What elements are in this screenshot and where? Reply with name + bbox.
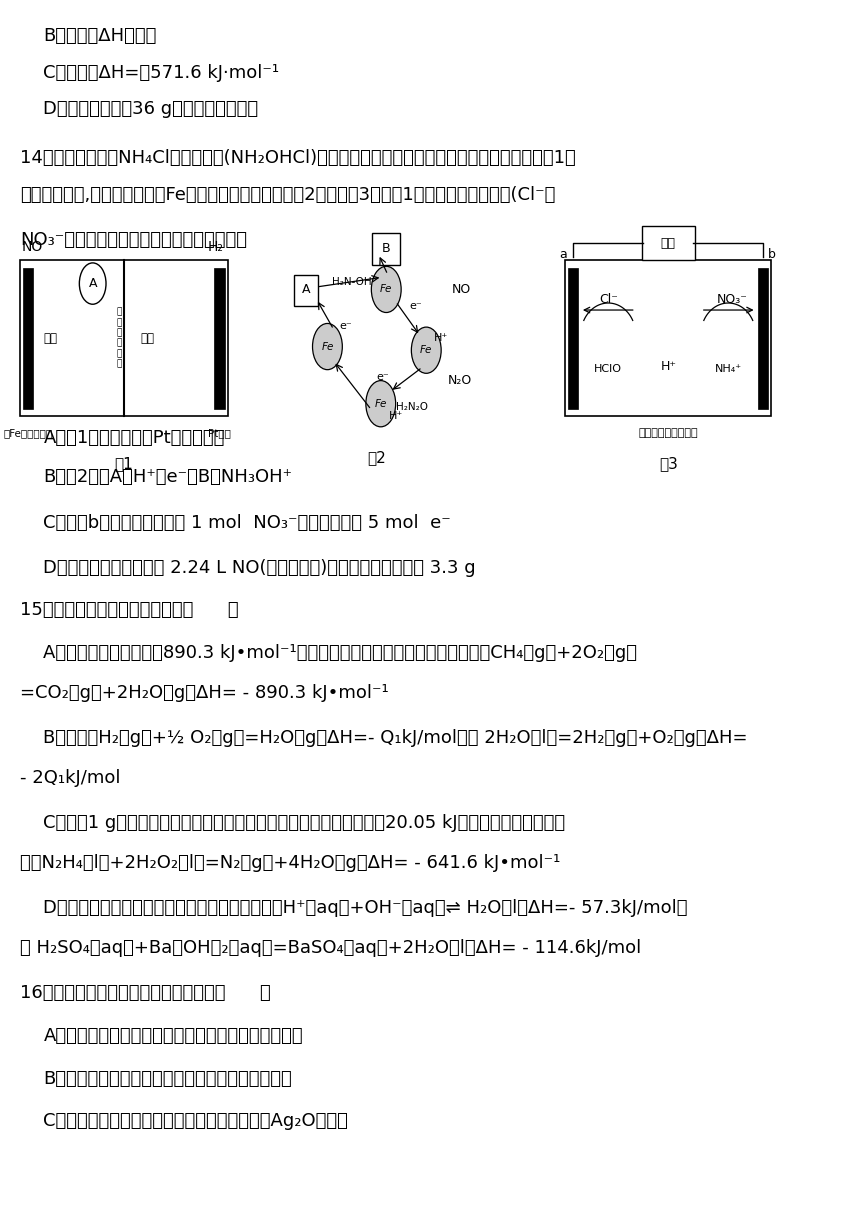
Text: NO₃⁻: NO₃⁻ [716, 293, 747, 305]
Text: e⁻: e⁻ [377, 372, 390, 382]
Text: 氢
离
子
交
换
膜: 氢 离 子 交 换 膜 [116, 308, 122, 368]
Text: 14．化学性质类似NH₄Cl的盐酸羟胺(NH₂OHCl)是一种常见的还原剂和显像剂。工业上主要采用图1所: 14．化学性质类似NH₄Cl的盐酸羟胺(NH₂OHCl)是一种常见的还原剂和显像… [20, 150, 575, 167]
Text: B．已知：H₂（g）+½ O₂（g）=H₂O（g）ΔH=- Q₁kJ/mol，则 2H₂O（l）=2H₂（g）+O₂（g）ΔH=: B．已知：H₂（g）+½ O₂（g）=H₂O（g）ΔH=- Q₁kJ/mol，则… [44, 730, 748, 747]
Text: 图1: 图1 [114, 456, 133, 471]
Text: A: A [89, 277, 97, 291]
Text: Fe: Fe [375, 399, 387, 409]
Text: NH₄⁺: NH₄⁺ [715, 364, 742, 375]
Text: A: A [302, 283, 310, 295]
Text: A．甲烷的标准燃烧热为890.3 kJ•mol⁻¹，则甲烷燃烧的热化学方程式可表示为：CH₄（g）+2O₂（g）: A．甲烷的标准燃烧热为890.3 kJ•mol⁻¹，则甲烷燃烧的热化学方程式可表… [44, 644, 637, 662]
Ellipse shape [372, 266, 401, 313]
Text: H⁺: H⁺ [434, 333, 448, 343]
Text: C．纯銀器表面在空气中因发生电化学腐蚀生成Ag₂O而变暗: C．纯銀器表面在空气中因发生电化学腐蚀生成Ag₂O而变暗 [44, 1113, 348, 1130]
Text: b: b [768, 248, 776, 260]
Text: H⁺: H⁺ [390, 411, 403, 421]
Text: e⁻: e⁻ [409, 302, 422, 311]
FancyBboxPatch shape [642, 226, 695, 260]
Text: N₂O: N₂O [447, 375, 471, 387]
Text: HClO: HClO [594, 364, 623, 375]
Bar [214, 268, 224, 409]
Text: 15．下列热化学方程式正确的是（      ）: 15．下列热化学方程式正确的是（ ） [20, 602, 238, 619]
Text: 含Fe的催化电极: 含Fe的催化电极 [3, 428, 52, 438]
Text: a: a [559, 248, 567, 260]
Text: 图2: 图2 [367, 450, 386, 465]
Ellipse shape [312, 323, 342, 370]
Text: 式为N₂H₄（l）+2H₂O₂（l）=N₂（g）+4H₂O（g）ΔH= - 641.6 kJ•mol⁻¹: 式为N₂H₄（l）+2H₂O₂（l）=N₂（g）+4H₂O（g）ΔH= - 64… [20, 855, 561, 872]
Text: H₂: H₂ [208, 240, 224, 254]
Text: D．该反应可表示36 g水分解时的热效应: D．该反应可表示36 g水分解时的热效应 [44, 101, 259, 118]
Text: C．已知1 g液态诼和足量液态过氧化氢反应生成氮气和水蕊气时放出20.05 kJ的热量，其热化学方程: C．已知1 g液态诼和足量液态过氧化氢反应生成氮气和水蕊气时放出20.05 kJ… [44, 815, 566, 832]
Text: 电解法处理酸性废水: 电解法处理酸性废水 [638, 428, 698, 438]
Bar [758, 268, 768, 409]
Text: B．该反应ΔH大于零: B．该反应ΔH大于零 [44, 28, 157, 45]
Text: H⁺: H⁺ [660, 360, 676, 372]
Text: 则 H₂SO₄（aq）+Ba（OH）₂（aq）=BaSO₄（aq）+2H₂O（l）ΔH= - 114.6kJ/mol: 则 H₂SO₄（aq）+Ba（OH）₂（aq）=BaSO₄（aq）+2H₂O（l… [20, 940, 642, 957]
Text: =CO₂（g）+2H₂O（g）ΔH= - 890.3 kJ•mol⁻¹: =CO₂（g）+2H₂O（g）ΔH= - 890.3 kJ•mol⁻¹ [20, 685, 389, 702]
Text: Fe: Fe [322, 342, 334, 351]
Text: H₂N₂O: H₂N₂O [396, 402, 428, 412]
Text: NO₃⁻的酸性废水的装置。下列说法正确的是: NO₃⁻的酸性废水的装置。下列说法正确的是 [20, 231, 247, 248]
Text: NO: NO [22, 240, 43, 254]
Bar [568, 268, 579, 409]
Text: 盐酸: 盐酸 [44, 332, 58, 344]
Text: C．电极b接电源负极，处理 1 mol  NO₃⁻，电路中转移 5 mol  e⁻: C．电极b接电源负极，处理 1 mol NO₃⁻，电路中转移 5 mol e⁻ [44, 514, 452, 531]
Text: A．放热反应的反应速率总是大于吸热反应的反应速率: A．放热反应的反应速率总是大于吸热反应的反应速率 [44, 1028, 303, 1045]
Text: 图3: 图3 [659, 456, 678, 471]
Text: 盐酸: 盐酸 [140, 332, 155, 344]
Ellipse shape [411, 327, 441, 373]
Text: D．已知：强酸和强碱的稀溶液中和热可表示为：H⁺（aq）+OH⁻（aq）⇌ H₂O（l）ΔH=- 57.3kJ/mol，: D．已知：强酸和强碱的稀溶液中和热可表示为：H⁺（aq）+OH⁻（aq）⇌ H₂… [44, 900, 688, 917]
Circle shape [79, 263, 106, 304]
FancyBboxPatch shape [294, 275, 318, 306]
Text: 示的方法制备,其电池装置中含Fe的化化电极反应机理如图2所示。图3是用图1的电池电解处理含有(Cl⁻、: 示的方法制备,其电池装置中含Fe的化化电极反应机理如图2所示。图3是用图1的电池… [20, 186, 556, 203]
Text: Fe: Fe [380, 285, 392, 294]
Text: e⁻: e⁻ [339, 321, 352, 331]
Text: Cl⁻: Cl⁻ [599, 293, 617, 305]
Text: B: B [382, 242, 390, 254]
Text: A．图1电池工作时，Pt电极是正极: A．图1电池工作时，Pt电极是正极 [44, 429, 224, 446]
Bar [23, 268, 34, 409]
Text: H₂N-OH: H₂N-OH [332, 277, 372, 287]
Text: NO: NO [452, 283, 470, 295]
FancyBboxPatch shape [372, 233, 401, 265]
Ellipse shape [366, 381, 396, 427]
Text: - 2Q₁kJ/mol: - 2Q₁kJ/mol [20, 770, 120, 787]
Text: Pt电极: Pt电极 [208, 428, 231, 438]
Text: Fe: Fe [420, 345, 433, 355]
Text: B．图2中，A为H⁺和e⁻，B为NH₃OH⁺: B．图2中，A为H⁺和e⁻，B为NH₃OH⁺ [44, 468, 292, 485]
Text: B．化学反应速率越快可逆反应正向进行的程度越大: B．化学反应速率越快可逆反应正向进行的程度越大 [44, 1070, 292, 1087]
Text: 电源: 电源 [660, 237, 676, 249]
Text: D．电池工作时，每消耗 2.24 L NO(标准状况下)，左室溶液质量增加 3.3 g: D．电池工作时，每消耗 2.24 L NO(标准状况下)，左室溶液质量增加 3.… [44, 559, 476, 576]
Text: C．该反应ΔH=－571.6 kJ·mol⁻¹: C．该反应ΔH=－571.6 kJ·mol⁻¹ [44, 64, 280, 81]
Text: 16．下列有关反应原理的说法正确的是（      ）: 16．下列有关反应原理的说法正确的是（ ） [20, 985, 271, 1002]
